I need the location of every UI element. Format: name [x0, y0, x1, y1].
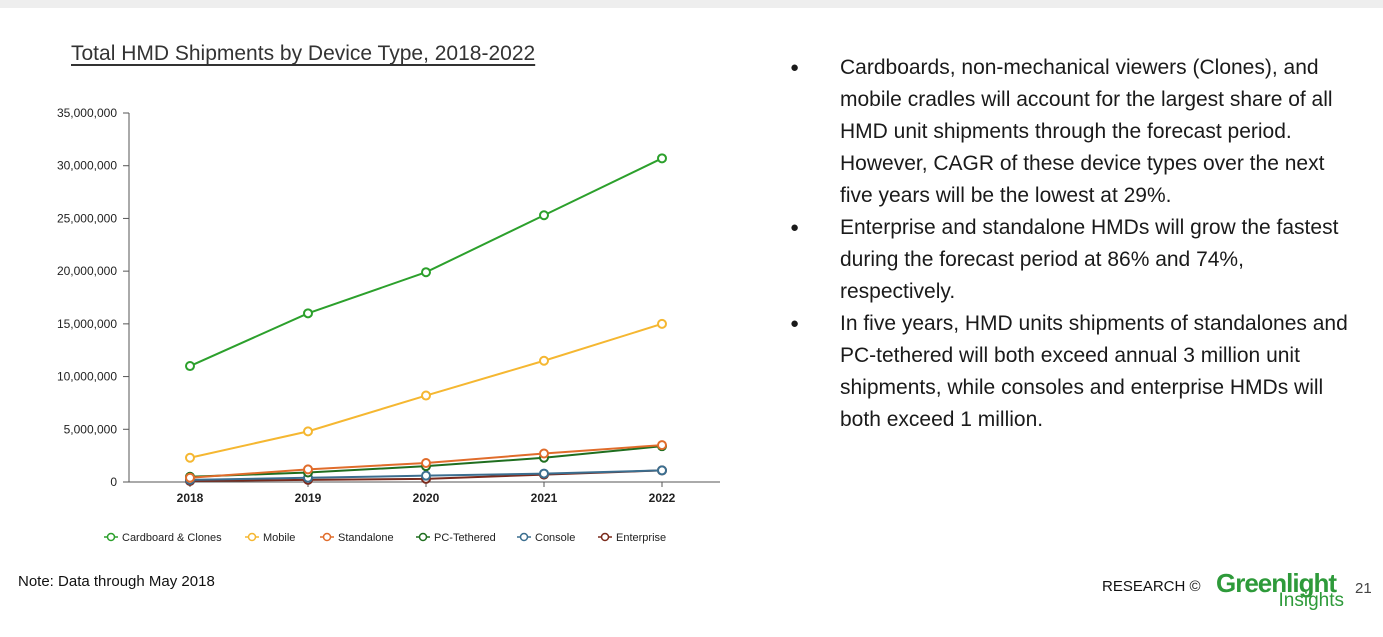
data-point — [185, 452, 195, 463]
data-point — [539, 448, 549, 459]
data-point — [539, 210, 549, 221]
legend-label: Mobile — [263, 532, 295, 544]
research-label: RESEARCH © — [1102, 578, 1201, 595]
bullet-item: Enterprise and standalone HMDs will grow… — [790, 212, 1350, 308]
top-bar — [0, 0, 1383, 8]
y-tick-label: 5,000,000 — [64, 422, 118, 436]
legend-marker — [322, 532, 332, 542]
data-point — [539, 355, 549, 366]
data-point — [421, 458, 431, 469]
y-tick-label: 20,000,000 — [57, 264, 117, 278]
y-tick-label: 0 — [110, 475, 117, 489]
legend-marker — [418, 532, 428, 542]
greenlight-logo: Greenlight Insights — [1214, 570, 1344, 614]
page-number: 21 — [1355, 580, 1372, 597]
data-point — [657, 465, 667, 476]
data-point — [303, 308, 313, 319]
chart-title: Total HMD Shipments by Device Type, 2018… — [71, 42, 536, 65]
y-tick-label: 25,000,000 — [57, 211, 117, 225]
legend-label: Standalone — [338, 532, 394, 544]
legend-marker — [519, 532, 529, 542]
data-point — [657, 318, 667, 329]
legend-label: Enterprise — [616, 532, 666, 544]
data-point — [657, 440, 667, 451]
data-point — [421, 470, 431, 481]
x-tick-label: 2020 — [413, 491, 440, 505]
x-tick-label: 2021 — [531, 491, 558, 505]
legend-label: Console — [535, 532, 575, 544]
data-point — [539, 468, 549, 479]
data-point — [303, 464, 313, 475]
bullet-item: Cardboards, non-mechanical viewers (Clon… — [790, 52, 1350, 212]
bullet-list: Cardboards, non-mechanical viewers (Clon… — [790, 52, 1350, 436]
y-tick-label: 35,000,000 — [57, 106, 117, 120]
x-tick-label: 2019 — [295, 491, 322, 505]
logo-top-text: Greenlight — [1215, 568, 1337, 598]
series-line — [189, 157, 663, 367]
legend-label: PC-Tethered — [434, 532, 496, 544]
data-point — [421, 390, 431, 401]
y-tick-label: 30,000,000 — [57, 159, 117, 173]
y-tick-label: 15,000,000 — [57, 317, 117, 331]
footnote: Note: Data through May 2018 — [18, 573, 215, 590]
line-chart: 0 5,000,000 10,000,000 15,000,000 20,000,000… — [57, 106, 720, 544]
legend-marker — [600, 532, 610, 542]
legend-label: Cardboard & Clones — [122, 532, 222, 544]
x-tick-label: 2018 — [177, 491, 204, 505]
legend-marker — [247, 532, 257, 542]
data-point — [303, 426, 313, 437]
logo-bottom-text: Insights — [1278, 590, 1344, 611]
bullet-item: In five years, HMD units shipments of st… — [790, 308, 1350, 436]
data-point — [185, 472, 195, 483]
y-tick-label: 10,000,000 — [57, 370, 117, 384]
x-tick-label: 2022 — [649, 491, 676, 505]
legend-marker — [106, 532, 116, 542]
data-point — [657, 153, 667, 164]
data-point — [421, 267, 431, 278]
data-point — [185, 361, 195, 372]
